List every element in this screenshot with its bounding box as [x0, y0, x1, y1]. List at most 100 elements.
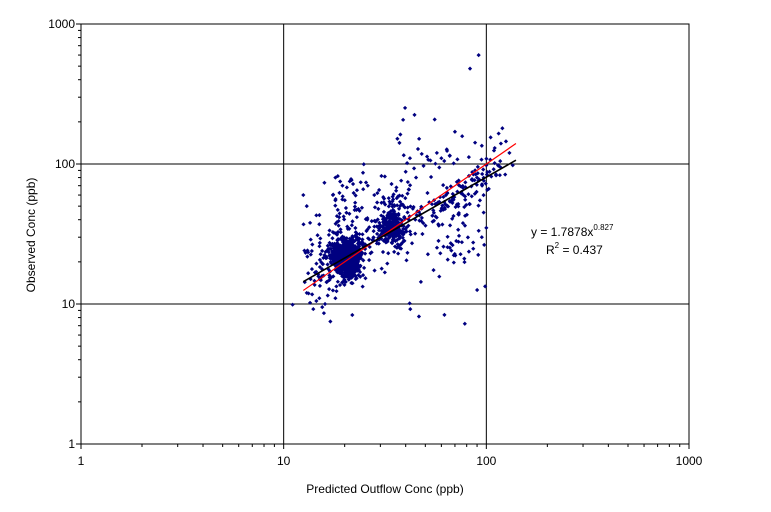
- data-point: [381, 238, 386, 243]
- data-point: [391, 213, 396, 218]
- data-point: [390, 216, 395, 221]
- data-point: [365, 215, 370, 221]
- data-point: [335, 265, 340, 271]
- data-point: [363, 217, 368, 222]
- data-point: [318, 278, 323, 283]
- data-point: [391, 192, 396, 197]
- data-point: [397, 140, 402, 145]
- identity-line: [302, 143, 517, 291]
- data-point: [425, 252, 431, 257]
- data-point: [360, 273, 366, 278]
- data-point: [354, 252, 359, 257]
- data-point: [366, 236, 371, 241]
- data-point: [342, 269, 347, 275]
- data-point: [379, 213, 384, 218]
- data-point: [350, 235, 355, 240]
- data-point: [343, 205, 349, 211]
- data-point: [396, 227, 401, 232]
- data-point: [306, 250, 311, 255]
- data-point: [385, 215, 390, 221]
- data-point: [328, 275, 334, 280]
- data-point: [429, 202, 435, 207]
- data-point: [347, 211, 352, 216]
- data-point: [434, 150, 439, 156]
- data-point: [462, 194, 468, 199]
- data-point: [315, 233, 320, 238]
- data-point: [503, 172, 508, 177]
- data-point: [460, 221, 466, 226]
- data-point: [353, 193, 358, 198]
- data-point: [461, 192, 466, 197]
- data-point: [353, 273, 358, 279]
- data-point: [374, 224, 379, 229]
- data-point: [342, 198, 347, 203]
- data-point: [477, 198, 483, 203]
- data-point: [391, 210, 396, 215]
- data-point: [382, 220, 387, 225]
- data-point: [430, 213, 435, 218]
- data-point: [396, 216, 401, 221]
- data-point: [397, 193, 402, 198]
- data-point: [382, 270, 387, 275]
- data-point: [361, 162, 366, 167]
- data-point: [325, 262, 330, 267]
- data-point: [451, 260, 456, 265]
- data-point: [352, 260, 358, 265]
- data-point: [357, 242, 362, 247]
- data-point: [371, 235, 376, 240]
- data-point: [336, 244, 341, 249]
- data-point: [325, 293, 330, 298]
- data-point: [452, 194, 457, 200]
- data-point: [456, 201, 461, 207]
- r-squared-sup: 2: [555, 241, 560, 250]
- data-point: [462, 321, 467, 326]
- data-point: [395, 136, 400, 141]
- data-point: [412, 112, 417, 117]
- data-point: [341, 238, 346, 243]
- data-point: [352, 204, 358, 209]
- data-point: [395, 242, 400, 247]
- data-point: [326, 267, 331, 272]
- data-point: [333, 203, 338, 208]
- data-point: [399, 178, 404, 183]
- data-point: [343, 247, 348, 253]
- data-point: [428, 174, 434, 180]
- data-point: [467, 66, 473, 71]
- data-point: [419, 204, 424, 209]
- data-point: [344, 252, 349, 257]
- y-tick-label: 1000: [48, 17, 75, 31]
- data-point: [456, 227, 461, 232]
- data-point: [310, 242, 315, 247]
- data-point: [305, 248, 310, 253]
- data-point: [350, 312, 355, 318]
- data-point: [444, 148, 450, 154]
- data-point: [408, 204, 413, 209]
- data-point: [401, 153, 406, 158]
- data-point: [498, 141, 504, 146]
- data-point: [443, 201, 448, 207]
- data-point: [431, 268, 436, 273]
- data-point: [336, 218, 341, 224]
- data-point: [353, 225, 358, 231]
- data-point: [347, 238, 352, 243]
- data-point: [405, 191, 410, 196]
- data-point: [411, 166, 417, 171]
- data-point: [317, 240, 322, 245]
- data-point: [329, 254, 334, 259]
- data-point: [347, 270, 352, 275]
- data-point: [369, 250, 374, 255]
- data-point: [339, 267, 344, 272]
- data-point: [342, 217, 347, 222]
- data-point: [355, 231, 360, 237]
- data-point: [346, 277, 351, 282]
- power-trendline: [302, 159, 517, 283]
- data-point: [433, 161, 438, 166]
- data-point: [510, 163, 515, 168]
- data-point: [400, 229, 405, 234]
- data-point: [456, 233, 462, 238]
- data-point: [418, 279, 424, 284]
- data-point: [350, 238, 355, 243]
- data-point: [373, 219, 378, 224]
- data-point: [447, 223, 453, 228]
- data-point: [375, 200, 380, 205]
